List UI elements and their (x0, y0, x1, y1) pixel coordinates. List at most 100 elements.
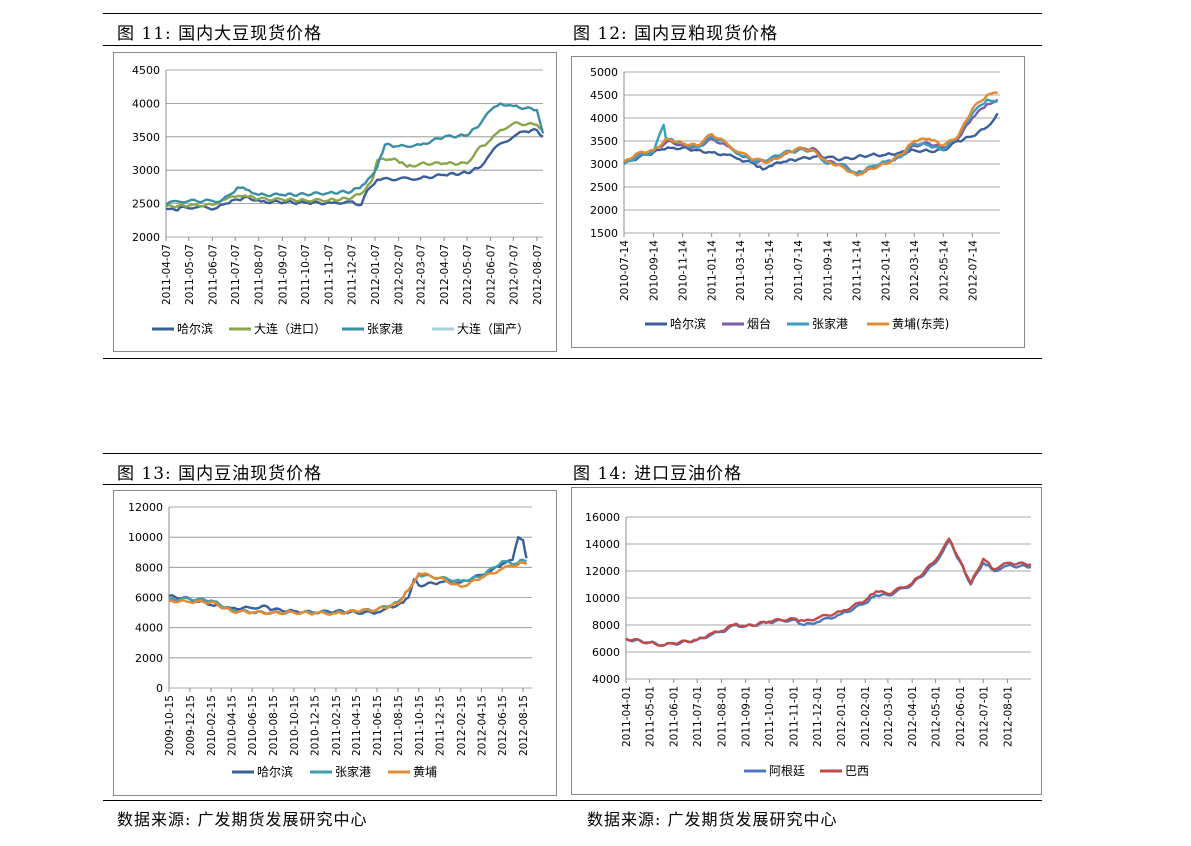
legend-label-2: 张家港 (335, 764, 371, 779)
legend-label-1: 哈尔滨 (670, 316, 706, 331)
series-line-2 (168, 558, 527, 616)
x-tick-label: 2012-02-01 (860, 686, 872, 747)
x-tick-label: 2010-11-14 (678, 240, 690, 301)
legend-label-2: 烟台 (747, 316, 771, 331)
data-source-left: 数据来源: 广发期货发展研究中心 (117, 810, 368, 829)
bottom-rule-lower (103, 800, 1042, 801)
x-tick-label: 2010-09-14 (649, 240, 661, 301)
legend-label-4: 黄埔(东莞) (892, 317, 949, 331)
series-line-3 (165, 102, 545, 206)
x-tick-label: 2011-12-15 (435, 695, 447, 756)
y-tick-label: 3000 (132, 164, 160, 177)
x-tick-label: 2012-05-14 (938, 240, 950, 301)
x-tick-label: 2010-06-15 (247, 695, 259, 756)
chart-frame-12: 1500 2000 2500 3000 3500 4000 4500 5000 2010-07-… (571, 56, 1025, 348)
y-tick-label: 6000 (135, 592, 163, 605)
x-tick-label: 2012-01-14 (881, 240, 893, 301)
x-tick-label: 2011-07-14 (793, 240, 805, 301)
top-rule (103, 13, 1042, 14)
x-tick-label: 2011-09-14 (822, 240, 834, 301)
y-tick-label: 2000 (590, 204, 618, 217)
x-tick-label: 2009-12-15 (185, 695, 197, 756)
top-rule-lower (103, 453, 1042, 454)
y-tick-label: 3000 (590, 158, 618, 171)
y-tick-label: 3500 (590, 135, 618, 148)
x-tick-label: 2011-06-15 (372, 695, 384, 756)
x-tick-label: 2011-07-07 (230, 244, 242, 305)
legend-label-3: 张家港 (812, 316, 848, 331)
x-tick-label: 2011-03-14 (735, 240, 747, 301)
bottom-rule-top (103, 358, 1042, 359)
y-tick-label: 8000 (592, 619, 620, 632)
figure-11-title: 图 11: 国内大豆现货价格 (117, 24, 323, 44)
y-tick-label: 6000 (592, 646, 620, 659)
y-tick-label: 4000 (592, 673, 620, 686)
y-tick-label: 2000 (132, 231, 160, 244)
y-tick-label: 10000 (585, 592, 620, 605)
figure-13-title: 图 13: 国内豆油现货价格 (117, 464, 323, 484)
x-tick-label: 2010-08-15 (268, 695, 280, 756)
legend-label-3: 张家港 (367, 321, 403, 336)
x-tick-label: 2012-08-15 (518, 695, 530, 756)
series-line-2 (165, 121, 544, 209)
x-tick-label: 2011-09-07 (277, 244, 289, 305)
legend-label-2: 大连（进口） (254, 321, 326, 336)
title-rule-top (103, 45, 1042, 46)
y-tick-label: 16000 (585, 511, 620, 524)
x-tick-label: 2011-11-01 (788, 686, 800, 747)
y-tick-label: 12000 (585, 565, 620, 578)
x-tick-label: 2011-11-14 (852, 240, 864, 301)
data-source-right: 数据来源: 广发期货发展研究中心 (587, 810, 838, 829)
y-tick-label: 12000 (128, 501, 163, 514)
x-tick-label: 2012-03-07 (416, 244, 428, 305)
x-tick-label: 2011-10-07 (300, 244, 312, 305)
x-tick-label: 2010-02-15 (206, 695, 218, 756)
y-tick-label: 2500 (132, 198, 160, 211)
x-tick-label: 2012-06-01 (955, 686, 967, 747)
x-tick-label: 2011-07-01 (692, 686, 704, 747)
x-tick-label: 2011-12-07 (346, 244, 358, 305)
y-tick-label: 2000 (135, 652, 163, 665)
x-tick-label: 2012-01-07 (370, 244, 382, 305)
series-line-1 (165, 127, 544, 212)
legend-label-2: 巴西 (845, 764, 869, 778)
x-tick-label: 2011-02-15 (331, 695, 343, 756)
chart-soyoil-spot: 0 2000 4000 6000 8000 10000 12000 2009-10-15 200… (128, 501, 532, 779)
series-line-3 (623, 98, 998, 176)
x-tick-label: 2011-09-01 (741, 686, 753, 747)
figure-14-title: 图 14: 进口豆油价格 (573, 464, 743, 484)
y-tick-label: 4500 (590, 89, 618, 102)
x-tick-label: 2011-06-01 (669, 686, 681, 747)
y-tick-label: 0 (156, 682, 163, 695)
y-tick-label: 10000 (128, 531, 163, 544)
x-tick-label: 2011-01-14 (707, 240, 719, 301)
series-line-2 (625, 537, 1032, 647)
legend-label-3: 黄埔 (413, 765, 437, 779)
x-tick-label: 2010-12-15 (310, 695, 322, 756)
x-tick-label: 2012-07-01 (978, 686, 990, 747)
legend-label-1: 阿根廷 (769, 764, 805, 778)
x-tick-label: 2012-04-07 (439, 244, 451, 305)
chart-frame-14: 4000 6000 8000 10000 12000 14000 16000 2011-04-… (571, 487, 1042, 795)
x-tick-label: 2012-02-07 (394, 244, 406, 305)
series-line-2 (623, 98, 999, 175)
series-line-1 (623, 112, 999, 171)
y-tick-label: 2500 (590, 181, 618, 194)
x-tick-label: 2011-05-01 (644, 686, 656, 747)
series-line-1 (168, 536, 528, 615)
x-tick-label: 2011-10-15 (414, 695, 426, 756)
x-tick-label: 2011-04-15 (351, 695, 363, 756)
x-tick-label: 2010-07-14 (619, 240, 631, 301)
series-line-1 (625, 538, 1032, 648)
x-tick-label: 2012-04-01 (907, 686, 919, 747)
x-tick-label: 2012-03-14 (909, 240, 921, 301)
x-tick-label: 2012-06-07 (486, 244, 498, 305)
y-tick-label: 4000 (135, 622, 163, 635)
x-tick-label: 2010-10-15 (289, 695, 301, 756)
x-tick-label: 2012-05-01 (931, 686, 943, 747)
x-tick-label: 2011-08-07 (254, 244, 266, 305)
x-tick-label: 2011-05-14 (764, 240, 776, 301)
x-tick-label: 2011-05-07 (184, 244, 196, 305)
x-tick-label: 2011-06-07 (207, 244, 219, 305)
title-rule-lower (103, 484, 1042, 485)
